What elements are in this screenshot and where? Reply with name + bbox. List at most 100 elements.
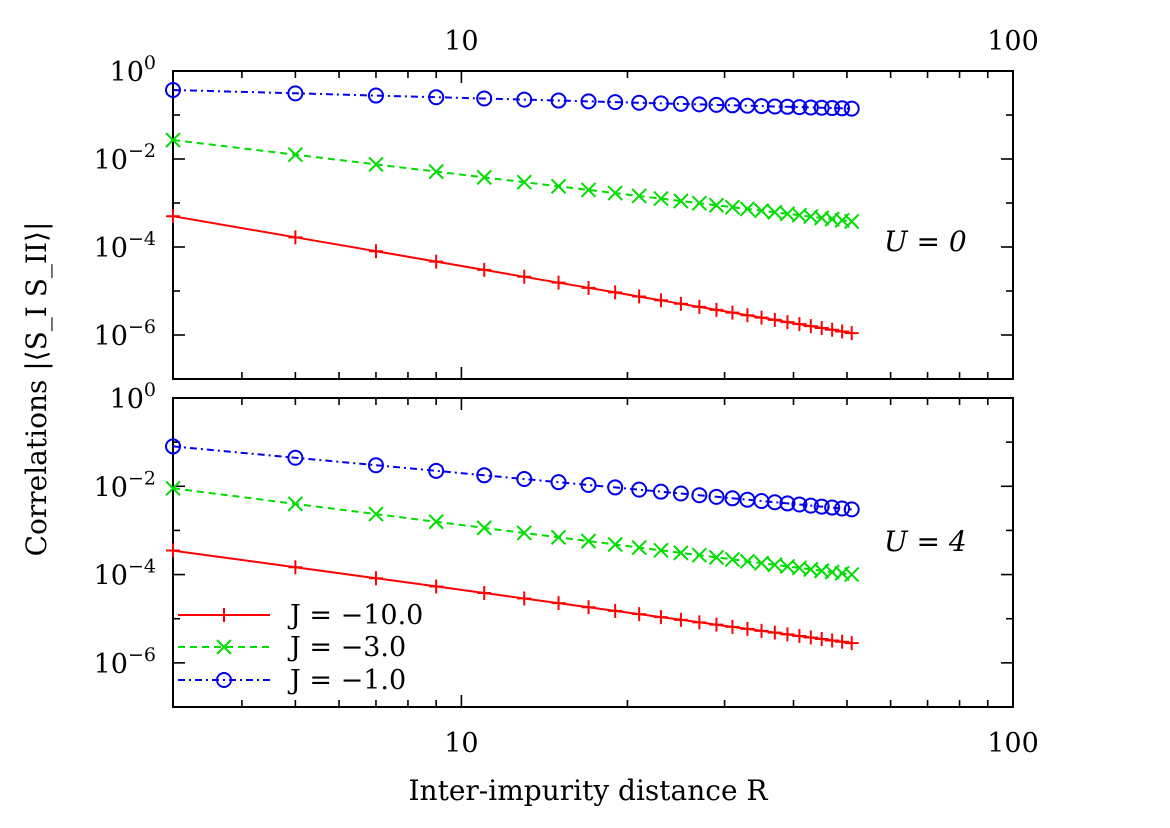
y-tick-label: 10−6 [94,316,156,352]
data-point [691,195,708,211]
series-top-2 [165,81,860,117]
data-point [709,617,724,632]
data-point [753,202,770,219]
data-point [517,591,532,606]
data-point [653,542,669,559]
data-point [825,633,840,648]
bottom-panel-tick-labels: 100 10−2 10−4 10−6 10 100 [94,379,1039,759]
data-point [692,299,707,314]
data-point [766,98,783,115]
data-point [708,488,725,505]
legend: J = −10.0J = −3.0J = −1.0 [178,600,423,696]
data-point [767,625,782,640]
data-point [767,312,782,327]
data-point [516,91,533,108]
top-panel-ticks [172,70,1014,380]
legend-marker [216,672,232,688]
data-point [631,94,648,111]
data-point [165,132,181,148]
top-panel-tick-labels: 100 10−2 10−4 10−6 10 100 [94,26,1039,352]
data-point [607,536,623,553]
data-point [834,500,851,517]
legend-label: J = −3.0 [287,632,406,663]
y-tick-label: 100 [110,52,156,88]
y-tick-label: 100 [110,379,156,415]
legend-label: J = −10.0 [287,600,423,631]
data-point [843,213,860,230]
data-point [429,254,444,269]
data-point [739,201,756,217]
data-point [632,289,647,304]
data-point [608,603,623,618]
data-point [843,501,860,518]
data-point [550,474,567,491]
data-point [724,490,741,507]
data-point [672,485,689,502]
data-point [754,623,769,638]
data-point [428,462,445,479]
data-point [429,579,444,594]
data-point [631,539,647,556]
y-tick-label: 10−2 [94,467,156,503]
panel-label-u4: U = 4 [884,525,967,558]
data-point [580,93,597,110]
data-point [673,296,688,311]
data-point [607,94,624,111]
data-point [580,476,597,493]
legend-entry: J = −3.0 [178,632,406,663]
data-point [691,547,708,563]
data-point [580,533,597,549]
top-panel-frame [172,70,1014,380]
data-point [740,308,755,323]
y-tick-label: 10−6 [94,644,156,680]
data-point [779,98,796,115]
data-point [813,99,830,116]
data-point [803,319,818,334]
data-point [802,99,819,116]
data-point [779,495,796,512]
top-panel-series [165,81,860,341]
data-point [165,438,181,455]
data-point [652,95,669,112]
series-bot-0 [166,543,859,651]
legend-entry: J = −1.0 [178,665,406,696]
data-point [631,188,647,204]
data-point [653,190,669,207]
data-point [835,634,850,649]
y-tick-label: 10−4 [94,228,156,264]
data-point [767,204,783,220]
data-point [368,156,384,173]
series-bot-2 [165,438,860,518]
data-point [516,174,532,190]
data-point [165,81,181,98]
data-point [367,457,384,474]
data-point [814,321,829,336]
data-point [550,92,567,109]
top-panel: 100 10−2 10−4 10−6 10 100 U = 0 [94,26,1039,380]
data-point [631,481,648,498]
data-point [780,627,795,642]
data-point [691,487,708,504]
data-point [476,467,493,484]
data-point [476,90,493,107]
data-point [517,269,532,284]
data-point [581,280,596,295]
data-point [476,169,492,186]
data-point [287,449,304,466]
data-point [581,600,596,615]
data-point [368,506,384,522]
data-point [287,147,304,163]
data-point [673,193,689,209]
data-point [428,514,444,530]
data-point [724,199,741,215]
data-point [428,89,445,106]
data-point [653,293,668,308]
data-point [287,496,304,512]
y-tick-label: 10−2 [94,140,156,176]
data-point [607,185,623,201]
data-point [754,310,769,325]
data-point [653,610,668,625]
data-point [709,302,724,317]
data-point [166,543,180,558]
series-top-1 [165,132,860,230]
